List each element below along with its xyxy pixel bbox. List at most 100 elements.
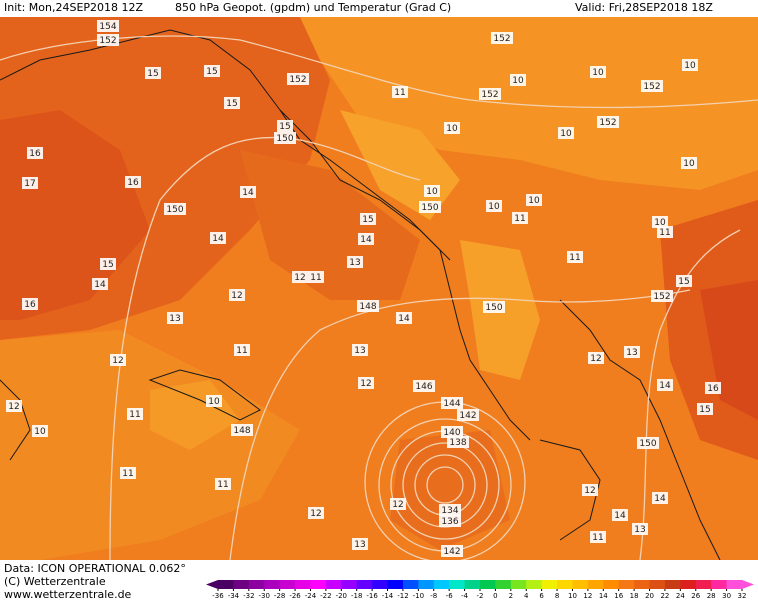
cbar-tick-label: 30 (722, 592, 731, 600)
label-box (97, 34, 119, 46)
label-box (206, 395, 222, 407)
contour-label: 11 (514, 214, 525, 224)
cbar-swatch (664, 580, 681, 589)
contour-label: 11 (592, 533, 603, 543)
contour-label: 11 (394, 88, 405, 98)
label-box (441, 426, 463, 438)
contour-label: 138 (449, 438, 466, 448)
cbar-swatch (449, 580, 466, 589)
cbar-swatch (541, 580, 558, 589)
label-box (657, 379, 673, 391)
label-box (22, 298, 38, 310)
cbar-swatch (649, 580, 666, 589)
cbar-tick-label: -36 (212, 592, 224, 600)
label-box (588, 352, 604, 364)
label-box (491, 32, 513, 44)
cbar-tick-label: -34 (228, 592, 240, 600)
cbar-tick-label: 22 (660, 592, 669, 600)
cbar-tick-label: -26 (289, 592, 301, 600)
cbar-swatch (279, 580, 296, 589)
cbar-swatch (402, 580, 419, 589)
label-box (486, 200, 502, 212)
cbar-swatch (325, 580, 342, 589)
label-box (97, 20, 119, 32)
contour-label: 146 (415, 382, 432, 392)
contour-label: 11 (217, 480, 228, 490)
label-box (567, 251, 583, 263)
label-box (6, 400, 22, 412)
contour-label: 10 (654, 218, 666, 228)
contour-label: 11 (569, 253, 580, 263)
cbar-swatch (680, 580, 697, 589)
cbar-tick-label: -22 (320, 592, 331, 600)
label-box (590, 531, 606, 543)
contour-label: 17 (24, 179, 35, 189)
cbar-tick-label: 20 (645, 592, 654, 600)
cbar-swatch (526, 580, 543, 589)
cbar-swatch (387, 580, 404, 589)
cbar-tick-label: 2 (509, 592, 513, 600)
label-box (22, 177, 38, 189)
label-box (100, 258, 116, 270)
label-box (215, 478, 231, 490)
cbar-swatch (480, 580, 496, 589)
cbar-tick-label: -28 (274, 592, 285, 600)
label-box (419, 201, 441, 213)
label-box (444, 122, 460, 134)
label-box (347, 256, 363, 268)
label-box (512, 212, 528, 224)
cbar-tick-label: 0 (493, 592, 497, 600)
label-box (510, 74, 526, 86)
label-box (240, 186, 256, 198)
contour-label: 10 (560, 129, 572, 139)
label-box (27, 147, 43, 159)
label-box (127, 408, 143, 420)
cbar-tick-label: -2 (477, 592, 484, 600)
label-box (637, 437, 659, 449)
contour-label: 15 (678, 277, 689, 287)
contour-label: 13 (354, 540, 365, 550)
contour-label: 142 (443, 547, 460, 557)
label-box (424, 185, 440, 197)
cbar-swatch (711, 580, 728, 589)
valid-text: Valid: Fri,28SEP2018 18Z (575, 1, 713, 14)
contour-label: 150 (166, 205, 183, 215)
contour-label: 152 (99, 36, 116, 46)
contour-label: 11 (659, 228, 670, 238)
contour-label: 12 (392, 500, 403, 510)
cbar-tick-label: 32 (738, 592, 747, 600)
cbar-swatch (557, 580, 573, 589)
label-box (110, 354, 126, 366)
label-box (164, 203, 186, 215)
label-box (483, 301, 505, 313)
contour-label: 13 (349, 258, 360, 268)
cbar-swatch (233, 580, 250, 589)
cbar-tick-label: 12 (583, 592, 592, 600)
contour-label: 152 (643, 82, 660, 92)
cbar-tick-label: -32 (243, 592, 254, 600)
label-box (558, 127, 574, 139)
contour-label: 152 (493, 34, 510, 44)
contour-label: 14 (659, 381, 671, 391)
contour-label: 13 (626, 348, 637, 358)
cbar-tick-label: 16 (614, 592, 623, 600)
label-box (597, 116, 619, 128)
cbar-arrow-left (206, 580, 218, 589)
data-source: Data: ICON OPERATIONAL 0.062° (4, 562, 186, 575)
contour-label: 11 (310, 273, 321, 283)
cbar-tick-label: -4 (461, 592, 469, 600)
cbar-tick-label: 18 (630, 592, 639, 600)
contour-label: 150 (485, 303, 502, 313)
cbar-swatch (218, 580, 234, 589)
contour-label: 14 (212, 234, 224, 244)
label-box (392, 86, 408, 98)
cbar-tick-label: -14 (382, 592, 394, 600)
label-box (590, 66, 606, 78)
cbar-swatch (695, 580, 712, 589)
label-box (145, 67, 161, 79)
cbar-tick-label: 24 (676, 592, 685, 600)
contour-label: 12 (294, 273, 305, 283)
contour-label: 13 (354, 346, 365, 356)
